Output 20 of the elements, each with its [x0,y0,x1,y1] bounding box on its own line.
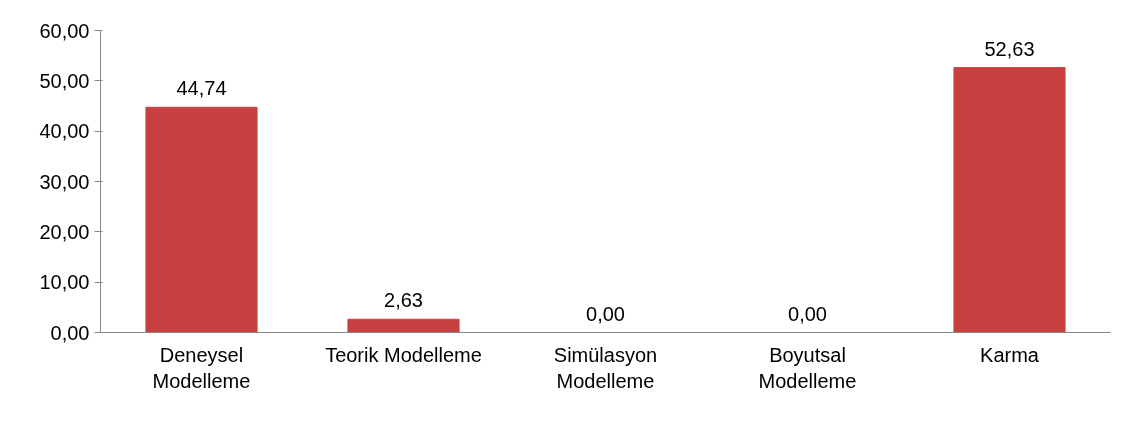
y-tick-label: 0,00 [50,321,90,344]
data-label: 52,63 [984,37,1035,60]
y-tick-label: 20,00 [39,220,90,243]
x-tick-label: Simülasyon Modelleme [553,343,658,392]
x-tick-label: Teorik Modelleme [325,343,482,366]
data-label: 2,63 [384,289,423,312]
y-tick-label: 10,00 [39,271,90,294]
y-tick-label: 30,00 [39,170,90,193]
data-label: 44,74 [176,77,227,100]
data-label: 0,00 [788,302,827,325]
bar [953,67,1066,333]
x-tick-label: Deneysel Modelleme [152,343,251,392]
x-tick-label: Karma [980,343,1040,366]
x-tick-label: Boyutsal Modelleme [758,343,857,392]
y-tick-label: 60,00 [39,19,90,42]
y-tick-label: 50,00 [39,69,90,92]
bar [347,318,460,333]
bar [145,106,258,333]
data-label: 0,00 [586,302,625,325]
y-tick-label: 40,00 [39,120,90,143]
